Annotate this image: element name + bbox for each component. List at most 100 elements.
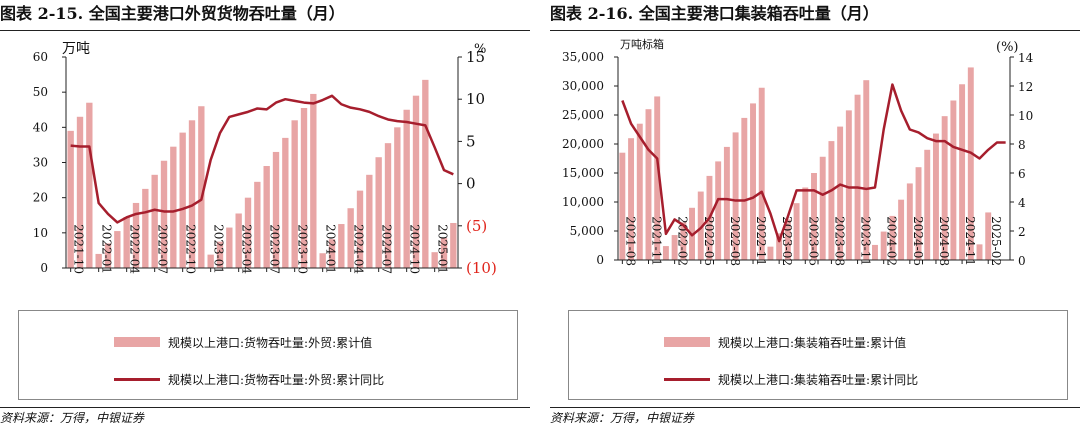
chart-panel-left: 图表 2-15. 全国主要港口外贸货物吞吐量（月） 0 10 20 30 40 50 60(… (0, 0, 530, 429)
y2-tick-label: (10) (466, 259, 497, 277)
bar (767, 246, 774, 260)
bar (440, 238, 448, 268)
x-tick-label: 2023-11 (859, 216, 873, 266)
bar (941, 116, 948, 260)
bar (76, 116, 84, 268)
x-tick-label: 2025-01 (436, 224, 450, 274)
bar (95, 253, 102, 268)
x-tick-label: 2024-02 (885, 216, 899, 266)
y-tick-label: 25,000 (562, 108, 604, 122)
x-tick-label: 2023-05 (806, 216, 820, 266)
bar (697, 191, 704, 260)
x-tick-label: 2022-01 (100, 224, 114, 274)
bar (750, 103, 756, 261)
x-tick-label: 2022-10 (184, 224, 198, 274)
bar (967, 67, 974, 260)
bar (854, 94, 861, 260)
bar (628, 138, 635, 260)
x-tick-label: 2022-07 (156, 224, 170, 274)
chart-right-plot: 0 5,000 10,000 15,000 20,000 25,000 30,000 35,0… (562, 37, 1034, 268)
bar (880, 231, 887, 260)
line-series (621, 83, 1006, 243)
x-tick-label: 2023-08 (832, 216, 846, 266)
bar (207, 254, 214, 268)
bar (985, 212, 992, 260)
bar (811, 173, 817, 260)
bar (680, 222, 687, 260)
bar (86, 102, 93, 268)
bar (319, 253, 326, 268)
bar (114, 231, 121, 268)
bar (216, 241, 224, 269)
x-tick-label: 2023-10 (296, 224, 310, 274)
y2-tick-label: 6 (1018, 167, 1026, 181)
bottom-rule (550, 407, 1080, 408)
legend: 规模以上港口:货物吞吐量:外贸:累计值 规模以上港口:货物吞吐量:外贸:累计同比 (18, 310, 518, 400)
y-tick-label: 5,000 (570, 224, 604, 238)
bar (828, 141, 835, 260)
y-unit-label: 万吨标箱 (620, 37, 664, 51)
y2-tick-label: 14 (1018, 51, 1034, 65)
bar (104, 243, 112, 268)
y-tick-label: 50 (33, 85, 48, 99)
bar (915, 167, 922, 260)
bar (142, 188, 149, 269)
y2-unit-label: % (474, 42, 486, 57)
bar (132, 202, 140, 268)
bar (254, 181, 261, 268)
bar (338, 224, 345, 268)
bottom-rule (0, 407, 530, 408)
bar (872, 244, 878, 260)
y-unit-label: 万吨 (62, 41, 90, 57)
bar (226, 227, 233, 268)
x-tick-label: 2024-11 (963, 216, 977, 266)
y2-tick-label: 2 (1018, 225, 1026, 239)
bar (863, 80, 870, 260)
x-tick-label: 2023-07 (268, 224, 282, 274)
bar (898, 199, 905, 260)
bar (403, 109, 410, 268)
y-tick-label: 0 (596, 253, 604, 267)
bar (170, 146, 177, 268)
bar (160, 160, 168, 268)
source-note: 资料来源：万得，中银证券 (550, 411, 695, 425)
x-tick-label: 2022-11 (754, 216, 768, 266)
bar (235, 213, 242, 268)
x-tick-label: 2022-08 (728, 216, 742, 266)
y2-tick-label: 10 (466, 90, 485, 108)
bar (412, 95, 420, 269)
bar (636, 123, 643, 260)
bar (310, 93, 317, 269)
y-tick-label: 30 (33, 156, 48, 170)
bar (932, 133, 939, 260)
bar (619, 152, 626, 260)
chart-panel-right: 图表 2-16. 全国主要港口集装箱吞吐量（月） 0 5,000 10,000 15,… (550, 0, 1080, 429)
y-tick-label: 10,000 (562, 195, 604, 209)
y2-tick-label: 15 (466, 48, 485, 66)
bar (347, 208, 354, 268)
y-tick-label: 30,000 (562, 79, 604, 93)
legend-label-line: 规模以上港口:货物吞吐量:外贸:累计同比 (168, 373, 385, 387)
bar (328, 239, 336, 268)
bar (356, 190, 364, 268)
bar (959, 84, 966, 260)
legend-swatch-line (114, 378, 160, 381)
bar (263, 166, 270, 268)
bar (976, 244, 983, 260)
legend-label-line: 规模以上港口:集装箱吞吐量:累计同比 (718, 373, 919, 387)
y-tick-label: 60 (33, 50, 48, 64)
bar (819, 156, 826, 260)
bar (366, 174, 373, 268)
y-tick-label: 20,000 (562, 137, 604, 151)
bar (188, 120, 196, 268)
x-tick-label: 2022-05 (702, 216, 716, 266)
legend-label-bar: 规模以上港口:货物吞吐量:外贸:累计值 (168, 336, 373, 350)
x-tick-label: 2023-01 (212, 224, 226, 274)
y2-tick-label: 4 (1018, 196, 1026, 210)
bar (924, 149, 931, 260)
x-tick-label: 2023-02 (780, 216, 794, 266)
bar (741, 117, 748, 261)
y2-tick-label: 10 (1018, 109, 1033, 123)
bar (845, 110, 852, 260)
bar (291, 120, 298, 268)
